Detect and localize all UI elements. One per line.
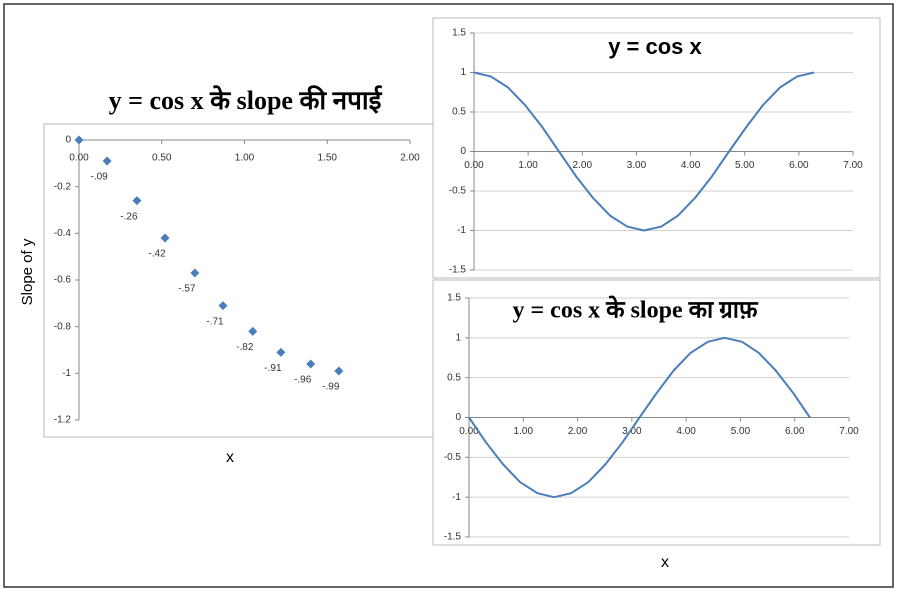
x-tick-label: 2.00 — [400, 153, 420, 164]
x-tick-label: 5.00 — [735, 160, 755, 171]
y-tick-label: -0.5 — [449, 186, 467, 197]
y-tick-label: -1 — [62, 368, 71, 379]
point — [190, 268, 200, 278]
y-tick-label: 0.5 — [447, 372, 461, 383]
x-tick-label: 0.50 — [152, 153, 172, 164]
x-tick-label: 7.00 — [839, 426, 859, 437]
x-tick-label: 3.00 — [627, 160, 647, 171]
y-tick-label: -0.5 — [444, 452, 462, 463]
data-label: -.91 — [264, 363, 282, 374]
chart-area — [43, 123, 437, 438]
y-tick-label: 0 — [460, 146, 466, 157]
point — [218, 301, 228, 311]
y-tick-label: 0 — [65, 135, 71, 146]
x-tick-label: 6.00 — [785, 426, 805, 437]
point — [306, 359, 316, 369]
point — [132, 196, 142, 206]
chart-title: y = cos x के slope का ग्राफ़ — [512, 296, 759, 324]
y-axis-label: Slope of y — [19, 238, 36, 305]
x-tick-label: 6.00 — [789, 160, 809, 171]
x-tick-label: 1.50 — [318, 153, 338, 164]
y-tick-label: 0.5 — [452, 107, 466, 118]
point — [276, 347, 286, 357]
y-tick-label: 0 — [455, 412, 461, 423]
x-tick-label: 4.00 — [681, 160, 701, 171]
x-tick-label: 0.00 — [459, 426, 479, 437]
x-tick-label: 7.00 — [843, 160, 863, 171]
data-label: -.71 — [206, 316, 224, 327]
line — [473, 71, 815, 232]
x-tick-label: 0.00 — [69, 153, 89, 164]
point — [102, 156, 112, 166]
y-tick-label: -1 — [452, 492, 461, 503]
x-tick-label: 5.00 — [731, 426, 751, 437]
x-tick-label: 4.00 — [676, 426, 696, 437]
y-tick-label: -1.5 — [449, 265, 467, 276]
point — [334, 366, 344, 376]
data-label: -.96 — [294, 375, 312, 386]
x-tick-label: 2.00 — [573, 160, 593, 171]
x-tick-label: 0.00 — [464, 160, 484, 171]
chart-title: y = cos x — [608, 34, 702, 59]
y-tick-label: 1.5 — [452, 28, 466, 39]
y-tick-label: -1.5 — [444, 532, 462, 543]
chart-title: y = cos x के slope की नपाई — [109, 85, 383, 115]
data-label: -.09 — [91, 172, 109, 183]
y-tick-label: -0.4 — [54, 228, 72, 239]
y-tick-label: -0.6 — [54, 275, 72, 286]
chart-area — [432, 17, 881, 279]
point — [248, 326, 258, 336]
data-label: -.57 — [178, 284, 196, 295]
line — [468, 336, 811, 499]
x-tick-label: 2.00 — [568, 426, 588, 437]
x-tick-label: 3.00 — [622, 426, 642, 437]
point — [74, 135, 84, 145]
y-tick-label: -0.2 — [54, 181, 72, 192]
x-tick-label: 1.00 — [518, 160, 538, 171]
y-tick-label: 1 — [455, 332, 461, 343]
y-tick-label: 1 — [460, 67, 466, 78]
x-axis-label: x — [661, 554, 669, 571]
y-tick-label: 1.5 — [447, 293, 461, 304]
x-axis-label: x — [226, 449, 234, 466]
x-tick-label: 1.00 — [514, 426, 534, 437]
point — [160, 233, 170, 243]
y-tick-label: -0.8 — [54, 321, 72, 332]
data-label: -.42 — [148, 249, 166, 260]
data-label: -.82 — [236, 342, 254, 353]
x-tick-label: 1.00 — [235, 153, 255, 164]
data-label: -.99 — [322, 382, 340, 393]
y-tick-label: -1 — [457, 225, 466, 236]
data-label: -.26 — [120, 211, 138, 222]
y-tick-label: -1.2 — [54, 415, 72, 426]
